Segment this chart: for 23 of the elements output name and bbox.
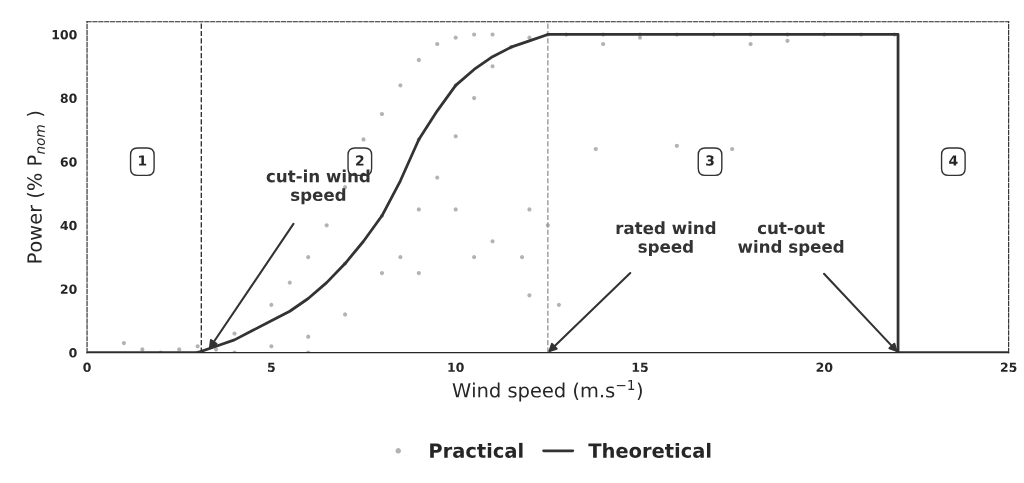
- legend-label: Theoretical: [588, 442, 711, 458]
- annotation: rated wind speed: [616, 221, 716, 257]
- legend-label: Practical: [430, 442, 523, 458]
- x-tick-label: 0: [83, 362, 91, 372]
- y-tick-label: 20: [60, 284, 77, 294]
- y-tick-label: 0: [69, 348, 77, 358]
- annotation: 4: [949, 155, 958, 166]
- annotation: 1: [139, 155, 147, 166]
- y-tick-label: 60: [60, 157, 77, 167]
- annotation: 2: [356, 155, 364, 166]
- x-tick-label: 25: [1000, 362, 1017, 372]
- annotation: cut-in wind speed: [266, 169, 370, 205]
- y-tick-label: 40: [60, 220, 77, 231]
- y-tick-label: 100: [52, 29, 77, 40]
- annotation: 3: [706, 155, 714, 166]
- x-tick-label: 5: [267, 362, 275, 372]
- annotation: cut-out wind speed: [738, 222, 844, 257]
- y-tick-label: 80: [60, 93, 77, 104]
- y-axis-title: Power (% P$_{nom}$ ): [26, 111, 45, 263]
- x-tick-label: 10: [448, 362, 464, 372]
- x-tick-label: 20: [816, 362, 833, 372]
- x-axis-title: Wind speed (m.s$^{−1}$): [452, 379, 642, 402]
- x-tick-label: 15: [632, 362, 648, 372]
